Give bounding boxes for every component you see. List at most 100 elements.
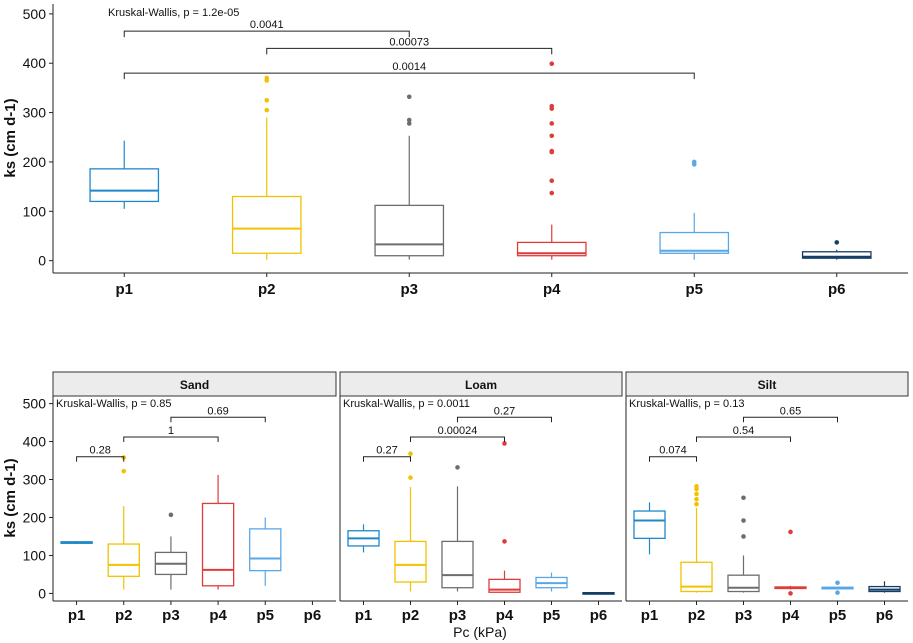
box-iqr: [201, 502, 235, 587]
comparison-p1-p2: 0.074: [649, 445, 697, 462]
x-tick-label-p3: p3: [162, 607, 180, 624]
box-p6: [582, 591, 615, 595]
x-tick-label-p4: p4: [782, 607, 800, 624]
x-tick-label-p6: p6: [590, 607, 608, 624]
x-tick-label-p6: p6: [304, 607, 322, 624]
comparison-bracket: [266, 47, 553, 55]
comparison-bracket: [457, 416, 552, 423]
box-p1: [89, 140, 160, 209]
x-tick-label-p1: p1: [355, 607, 373, 624]
outlier-point: [741, 534, 746, 539]
comparison-p2-p4: 0.00024: [410, 425, 505, 442]
comparison-p-label: 0.0014: [392, 61, 426, 73]
box-p6: [801, 240, 872, 260]
panel-silt: Silt p1 p2 p3 p4 p5 p6 0.074 0.54 0.65 Kruskal-Wal…: [625, 371, 909, 624]
comparison-p1-p3: 0.0041: [123, 19, 410, 38]
comparison-p-label: 0.69: [207, 405, 228, 417]
outlier-point: [406, 117, 412, 123]
outlier-point: [264, 107, 270, 113]
comparison-p2-p4: 1: [123, 425, 219, 442]
box-p2: [231, 75, 302, 260]
facet-strip: [339, 371, 623, 397]
x-tick-label-p1: p1: [641, 607, 659, 624]
outlier-point: [549, 178, 555, 184]
top-chart: 0 100 200 300 400 500 p1 p2 p3 p4 p5 p6 0.0041 0.0007…: [2, 4, 908, 298]
y-tick-label: 200: [23, 154, 47, 170]
panel-loam: Loam p1 p2 p3 p4 p5 p6 0.27 0.00024 0.27 Kruskal-W…: [339, 371, 623, 640]
outlier-point: [168, 512, 174, 518]
facet-strip: [52, 371, 337, 397]
box-p4: [774, 529, 807, 596]
outlier-point: [694, 501, 699, 507]
box-iqr: [801, 251, 872, 259]
y-tick-label: 300: [23, 105, 47, 121]
x-tick-label-p3: p3: [400, 281, 418, 298]
x-tick-label-p2: p2: [258, 281, 276, 298]
outlier-point: [741, 518, 746, 523]
box-iqr: [727, 574, 760, 593]
box-p5: [659, 159, 730, 260]
outlier-point: [549, 61, 555, 67]
comparison-bracket: [170, 416, 266, 423]
x-tick-label-p5: p5: [685, 281, 703, 298]
outlier-point: [694, 491, 699, 497]
box-p1: [633, 502, 666, 555]
box-p5: [535, 572, 568, 592]
comparison-p1-p2: 0.28: [76, 445, 125, 462]
comparison-bracket: [696, 436, 791, 442]
kruskal-wallis-label: Kruskal-Wallis, p = 0.13: [629, 398, 744, 410]
comparison-p-label: 0.0041: [250, 19, 284, 31]
outlier-point: [691, 159, 697, 165]
comparison-bracket: [123, 30, 410, 38]
x-tick-label-p5: p5: [256, 607, 274, 624]
comparison-p2-p4: 0.54: [696, 425, 791, 442]
y-tick-label: 500: [23, 396, 47, 412]
outlier-point: [549, 103, 555, 109]
box-p4: [516, 61, 587, 260]
comparison-bracket: [743, 416, 838, 423]
outlier-point: [835, 580, 840, 586]
outlier-point: [834, 240, 840, 245]
box-p3: [374, 94, 445, 260]
x-tick-label-p6: p6: [828, 281, 846, 298]
outlier-point: [455, 465, 460, 470]
facet-strip-label: Loam: [465, 378, 497, 392]
comparison-p-label: 1: [168, 425, 174, 437]
x-tick-label-p4: p4: [496, 607, 514, 624]
facet-strip-label: Silt: [758, 378, 777, 392]
comparison-p3-p5: 0.65: [743, 405, 838, 423]
outlier-point: [406, 94, 412, 100]
y-tick-label: 100: [23, 203, 47, 219]
y-tick-label: 200: [23, 509, 47, 525]
x-tick-label-p2: p2: [688, 607, 706, 624]
outlier-point: [264, 97, 270, 103]
box-p6: [868, 581, 901, 593]
facet-strip: [625, 371, 909, 397]
box-p5: [249, 517, 282, 586]
box-iqr: [659, 231, 730, 254]
box-iqr: [89, 168, 160, 203]
comparison-p-label: 0.54: [733, 425, 754, 437]
outlier-point: [121, 468, 127, 474]
comparison-bracket: [410, 436, 505, 442]
x-tick-label-p4: p4: [543, 281, 561, 298]
x-tick-label-p2: p2: [402, 607, 420, 624]
comparison-p-label: 0.27: [494, 405, 515, 417]
comparison-p-label: 0.00024: [438, 425, 478, 437]
kruskal-wallis-label: Kruskal-Wallis, p = 1.2e-05: [108, 7, 239, 19]
box-p4: [201, 474, 235, 590]
outlier-point: [502, 539, 507, 544]
comparison-p-label: 0.074: [659, 445, 687, 457]
box-iqr: [374, 204, 445, 257]
box-iqr: [633, 510, 666, 540]
y-tick-label: 400: [23, 55, 47, 71]
x-tick-label-p5: p5: [543, 607, 561, 624]
box-p1: [347, 524, 380, 553]
box-iqr: [249, 528, 282, 572]
comparison-bracket: [123, 436, 219, 442]
panel-sand: Sand 0 100 200 300 400 500 p1 p2 p3 p4 p5 p6 0.28 1 0.6…: [2, 371, 337, 624]
box-p3: [154, 512, 188, 590]
y-tick-label: 500: [23, 6, 47, 22]
x-tick-label-p5: p5: [829, 607, 847, 624]
outlier-point: [788, 529, 793, 535]
